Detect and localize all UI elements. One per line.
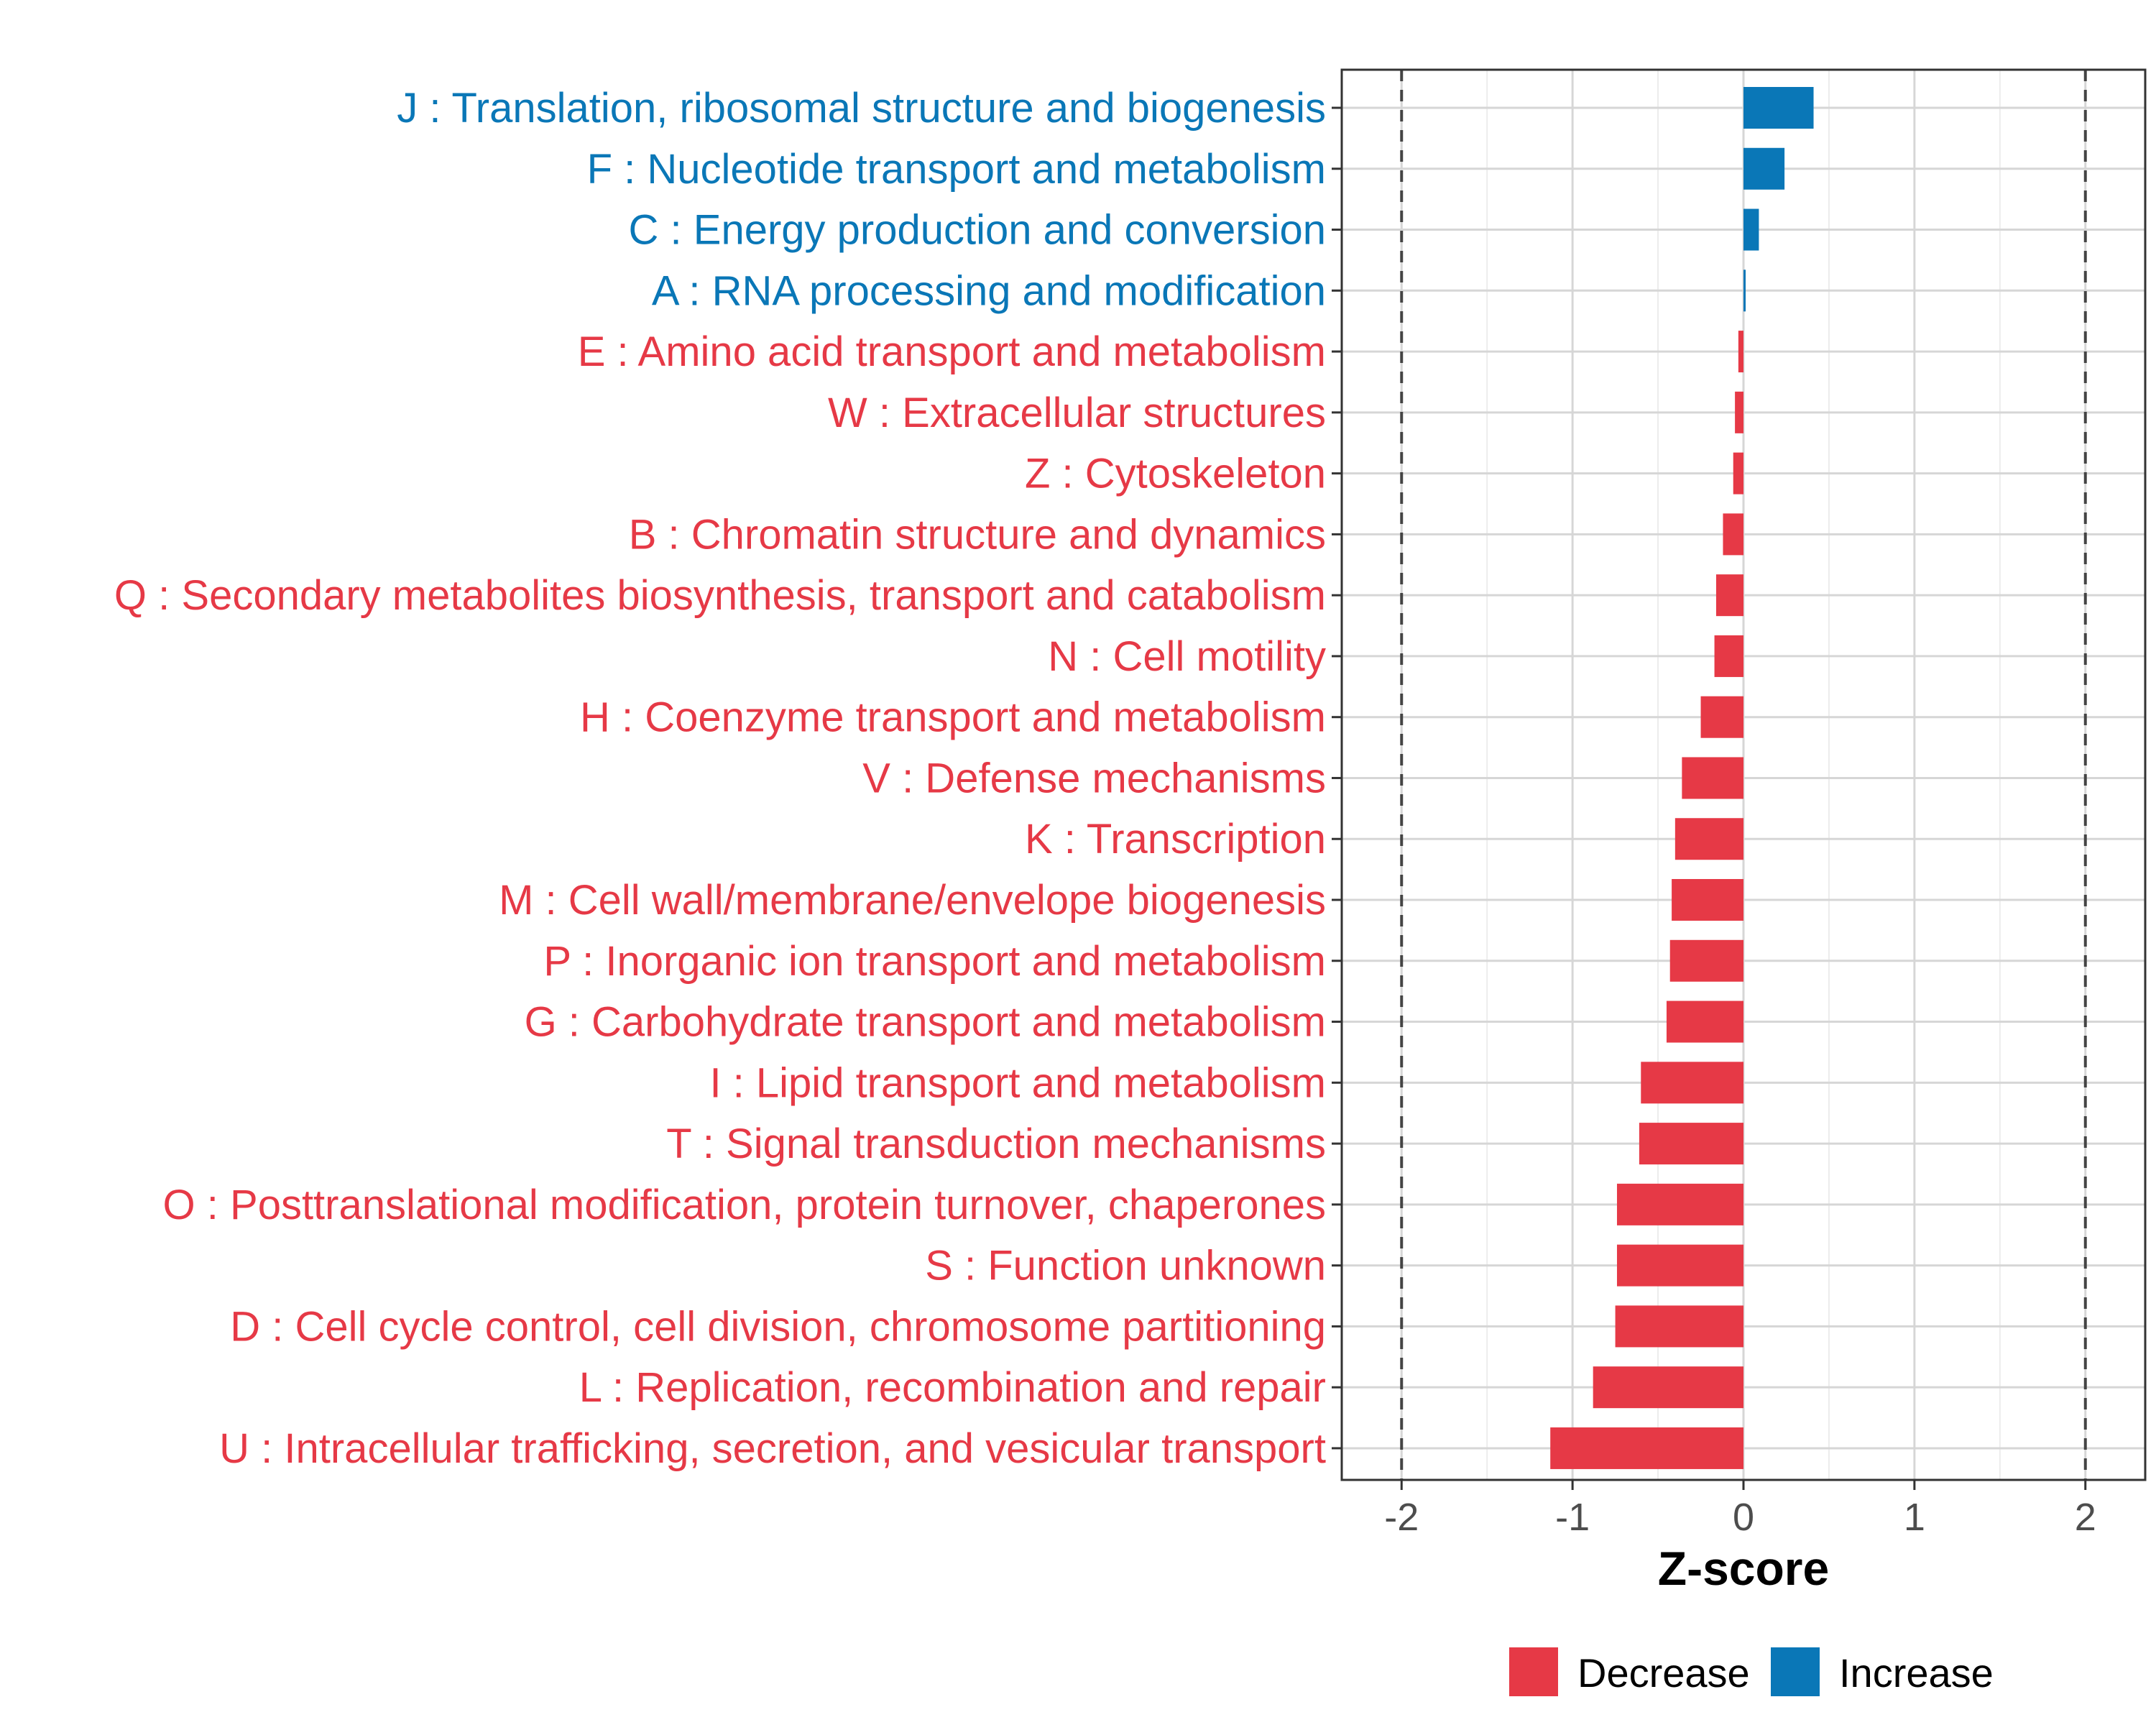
- bar-o: [1616, 1183, 1743, 1225]
- bars: [1550, 87, 1814, 1469]
- y-tick-label: C : Energy production and conversion: [629, 207, 1326, 254]
- legend-swatch-decrease: [1509, 1647, 1558, 1696]
- bar-i: [1641, 1062, 1743, 1104]
- y-tick-label: Q : Secondary metabolites biosynthesis, …: [114, 572, 1326, 619]
- bar-f: [1743, 147, 1785, 190]
- y-tick-label: K : Transcription: [1025, 816, 1326, 862]
- bar-v: [1682, 757, 1743, 799]
- y-tick-label: M : Cell wall/membrane/envelope biogenes…: [499, 877, 1326, 924]
- x-tick-label: -1: [1555, 1496, 1590, 1539]
- bar-t: [1639, 1123, 1743, 1165]
- y-tick-label: S : Function unknown: [925, 1243, 1326, 1289]
- y-tick-label: P : Inorganic ion transport and metaboli…: [543, 938, 1326, 985]
- y-tick-label: I : Lipid transport and metabolism: [709, 1059, 1326, 1106]
- legend-label-decrease: Decrease: [1577, 1650, 1750, 1696]
- x-axis: -2 -1 0 1 2: [1384, 1480, 2096, 1539]
- y-tick-label: V : Defense mechanisms: [862, 755, 1326, 801]
- y-tick-label: G : Carbohydrate transport and metabolis…: [525, 999, 1326, 1046]
- bar-d: [1615, 1305, 1743, 1348]
- y-tick-label: U : Intracellular trafficking, secretion…: [219, 1425, 1326, 1472]
- reference-lines: [1400, 70, 2087, 1480]
- x-tick-label: -2: [1384, 1496, 1419, 1539]
- y-tick-label: F : Nucleotide transport and metabolism: [587, 146, 1326, 193]
- bar-u: [1550, 1427, 1743, 1469]
- x-tick-label: 1: [1904, 1496, 1925, 1539]
- y-axis: J : Translation, ribosomal structure and…: [114, 85, 1342, 1472]
- bar-e: [1738, 331, 1743, 373]
- bar-l: [1593, 1366, 1743, 1409]
- y-tick-label: B : Chromatin structure and dynamics: [629, 511, 1326, 558]
- bar-m: [1672, 879, 1743, 921]
- bar-s: [1616, 1244, 1743, 1287]
- x-axis-title: Z-score: [1658, 1542, 1829, 1595]
- bar-b: [1723, 513, 1743, 556]
- y-tick-label: N : Cell motility: [1048, 633, 1326, 680]
- bar-j: [1743, 87, 1814, 129]
- legend-swatch-increase: [1771, 1647, 1820, 1696]
- y-tick-label: A : RNA processing and modification: [652, 267, 1326, 314]
- y-tick-label: J : Translation, ribosomal structure and…: [397, 85, 1326, 132]
- bar-c: [1743, 208, 1759, 251]
- bar-w: [1735, 391, 1743, 433]
- x-tick-label: 2: [2075, 1496, 2096, 1539]
- y-tick-label: Z : Cytoskeleton: [1025, 451, 1326, 497]
- bar-z: [1733, 452, 1743, 494]
- bar-h: [1700, 696, 1743, 738]
- x-tick-label: 0: [1733, 1496, 1754, 1539]
- y-tick-label: O : Posttranslational modification, prot…: [163, 1182, 1326, 1228]
- bar-a: [1743, 270, 1746, 312]
- legend: Decrease Increase: [1509, 1647, 1994, 1696]
- y-tick-label: W : Extracellular structures: [828, 390, 1326, 436]
- bar-q: [1715, 574, 1743, 617]
- bar-g: [1666, 1000, 1743, 1043]
- y-tick-label: E : Amino acid transport and metabolism: [578, 328, 1326, 375]
- bar-p: [1669, 939, 1743, 982]
- legend-label-increase: Increase: [1839, 1650, 1994, 1696]
- y-tick-label: L : Replication, recombination and repai…: [579, 1364, 1326, 1411]
- y-tick-label: D : Cell cycle control, cell division, c…: [230, 1303, 1326, 1350]
- y-tick-label: H : Coenzyme transport and metabolism: [580, 694, 1326, 741]
- bar-n: [1714, 635, 1743, 677]
- y-tick-label: T : Signal transduction mechanisms: [666, 1121, 1326, 1167]
- bar-k: [1674, 818, 1743, 860]
